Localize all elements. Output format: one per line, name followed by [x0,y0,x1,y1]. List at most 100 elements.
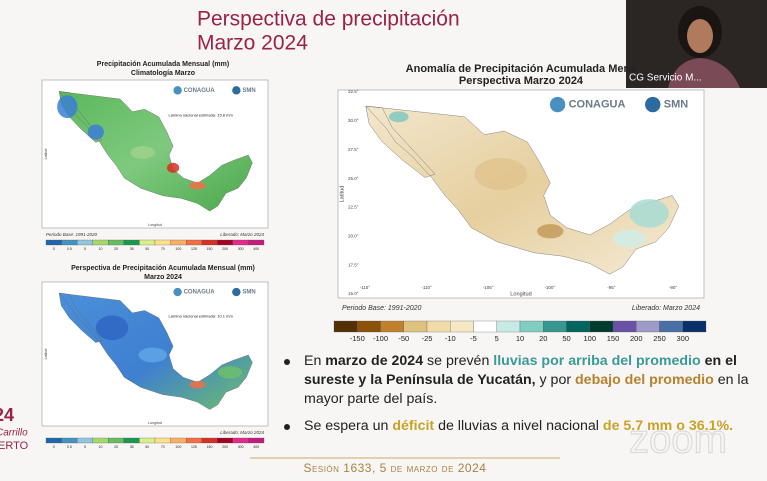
bullet-text: y por [535,372,576,388]
scale-label: 100 [175,247,181,251]
bullet-text: debajo del promedio [575,372,714,388]
bullet-text: en el sureste y la Península de Yucatán, [304,353,737,388]
bullet-text: se prevén [423,353,494,369]
lon-tick-label: -100° [544,285,555,290]
lat-tick-label: 30.0° [348,118,359,123]
person-face [687,19,713,53]
country-shape [366,106,679,274]
logo: CONAGUA [184,290,216,296]
scale-swatch [76,437,93,444]
scale-label: -25 [422,334,433,343]
scale-label: 100 [583,334,596,343]
scale-swatch [333,320,358,333]
map-region [189,181,206,190]
map-title: Perspectiva Marzo 2024 [459,75,584,87]
scale-swatch [185,437,202,444]
bullet-text: déficit [392,418,435,434]
lat-tick-label: 20.0° [348,233,359,238]
bullet-text: en la mayor parte del país. [304,372,749,407]
scale-swatch [612,320,637,333]
scale-swatch [61,437,78,444]
scale-swatch [403,320,428,333]
lat-tick-label: 15.0° [348,291,359,296]
scale-swatch [248,239,265,246]
scale-label: 200 [222,445,228,449]
scale-label: -5 [470,334,477,343]
footer: Sesión 1633, 5 de marzo de 2024 [304,461,487,475]
scale-label: -50 [398,334,409,343]
map-panel: Perspectiva de Precipitación Acumulada M… [41,265,269,449]
scale-swatch [450,320,474,333]
map-region [130,146,155,159]
scale-swatch [45,239,62,246]
scale-swatch [92,437,109,444]
scale-swatch [217,239,234,246]
bullet-dot [284,359,290,365]
lon-tick-label: -115° [360,285,371,290]
scale-label: 5 [495,334,499,343]
scale-swatch [543,320,567,333]
scale-label: 5 [84,445,86,449]
scale-label: 70 [161,247,165,251]
map-region [612,229,646,248]
logo-icon [173,86,182,95]
scale-label: 0.5 [67,445,72,449]
scale-swatch [76,239,93,246]
scale-swatch [232,437,249,444]
scale-swatch [496,320,521,333]
scale-label: -100 [373,334,388,343]
scale-swatch [636,320,660,333]
scale-label: 100 [175,445,181,449]
bullet: En marzo de 2024 se prevén lluvias por a… [282,352,752,409]
scale-label: 35 [130,445,134,449]
map-region [189,381,206,389]
scale-label: 20 [539,334,547,343]
scale-label: -10 [445,334,456,343]
scale-swatch [139,437,156,444]
scale-label: 10 [516,334,524,343]
logo-icon [232,86,241,95]
release-date: Liberado: Marzo 2024 [632,305,700,312]
scale-label: 0.5 [67,247,72,251]
release-date: Liberado: Marzo 2024 [220,430,264,435]
scale-swatch [659,320,683,333]
annotation: Lámina nacional estimada: 15.8 mm [169,113,234,118]
scale-swatch [45,437,62,444]
lat-tick-label: 17.5° [348,262,359,267]
map-region [217,366,243,379]
slide-title: Perspectiva de precipitación [197,8,460,31]
lat-tick-label: 32.5° [348,89,359,94]
map-title: Marzo 2024 [144,274,182,281]
map-region [57,95,78,119]
scale-swatch [170,437,187,444]
sidebar-logo: ERTO [0,440,29,452]
scale-swatch [201,239,218,246]
scale-label: 5 [84,247,86,251]
scale-label: 0 [53,445,55,449]
bullet-list: En marzo de 2024 se prevén lluvias por a… [282,352,752,444]
logo-icon [549,96,566,113]
scale-label: 125 [191,445,197,449]
scale-label: 150 [607,334,620,343]
scale-label: 200 [222,247,228,251]
scale-label: 250 [653,334,666,343]
axis-label: Longitud [510,291,531,297]
scale-swatch [232,239,249,246]
logo: SMN [242,88,255,94]
bullet: Se espera un déficit de lluvias a nivel … [282,417,752,436]
scale-swatch [185,239,202,246]
scale-label: 125 [191,247,197,251]
scale-label: 400 [253,247,259,251]
axis-label: Latitud [339,186,345,203]
lat-tick-label: 22.5° [348,205,359,210]
map-region [537,224,564,239]
lon-tick-label: -90° [669,285,678,290]
axis-label: Longitud [148,421,162,425]
slide-title: Marzo 2024 [197,32,308,55]
map-panel: Precipitación Acumulada Mensual (mm) Clim… [41,61,269,251]
logo-icon [232,287,241,297]
axis-label: Latitud [44,349,48,360]
scale-label: 400 [253,445,259,449]
